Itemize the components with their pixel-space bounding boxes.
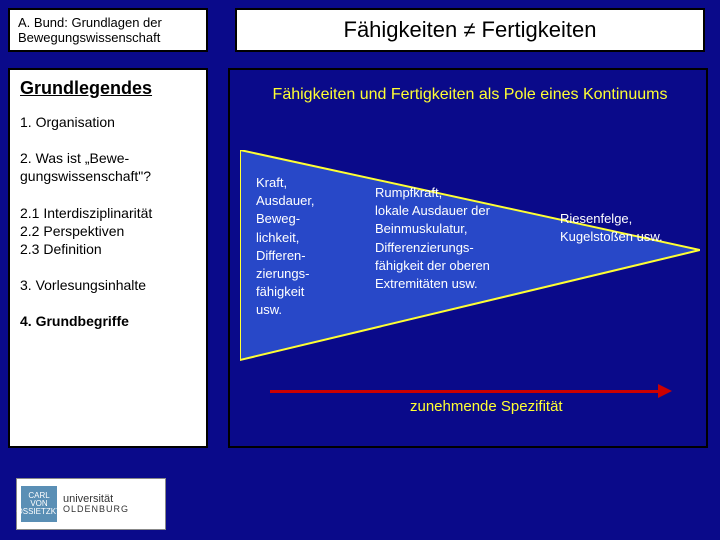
main-content: Fähigkeiten und Fertigkeiten als Pole ei…	[228, 68, 708, 448]
logo-subname: OLDENBURG	[63, 505, 129, 515]
sidebar-item-vorlesung[interactable]: 3. Vorlesungsinhalte	[20, 276, 196, 294]
logo-icon: CARLVONOSSIETZKY	[21, 486, 57, 522]
triangle-col-1: Kraft,Ausdauer,Beweg-lichkeit,Differen-z…	[256, 174, 351, 320]
sidebar-item-subsections[interactable]: 2.1 Interdisziplinarität2.2 Perspektiven…	[20, 204, 196, 259]
sidebar-item-grundbegriffe[interactable]: 4. Grundbegriffe	[20, 312, 196, 330]
specificity-arrow: zunehmende Spezifität	[270, 390, 680, 393]
page-title: Fähigkeiten ≠ Fertigkeiten	[344, 17, 597, 43]
sidebar-heading: Grundlegendes	[20, 78, 196, 99]
logo-text: universität OLDENBURG	[63, 493, 129, 515]
source-box: A. Bund: Grundlagen der Bewegungswissens…	[8, 8, 208, 52]
university-logo: CARLVONOSSIETZKY universität OLDENBURG	[16, 478, 166, 530]
sidebar: Grundlegendes 1. Organisation 2. Was ist…	[8, 68, 208, 448]
continuum-triangle: Kraft,Ausdauer,Beweg-lichkeit,Differen-z…	[240, 150, 700, 370]
source-text: A. Bund: Grundlagen der Bewegungswissens…	[18, 15, 198, 45]
sidebar-item-organisation[interactable]: 1. Organisation	[20, 113, 196, 131]
subtitle: Fähigkeiten und Fertigkeiten als Pole ei…	[240, 86, 700, 104]
arrow-line	[270, 390, 660, 393]
sidebar-item-was-ist[interactable]: 2. Was ist „Bewe-gungswissenschaft"?	[20, 149, 196, 185]
arrow-head-icon	[658, 384, 672, 398]
triangle-col-3: Riesenfelge,Kugelstoßen usw.	[560, 210, 690, 246]
arrow-label: zunehmende Spezifität	[410, 398, 563, 415]
triangle-col-2: Rumpfkraft,lokale Ausdauer derBeinmuskul…	[375, 184, 535, 293]
title-box: Fähigkeiten ≠ Fertigkeiten	[235, 8, 705, 52]
